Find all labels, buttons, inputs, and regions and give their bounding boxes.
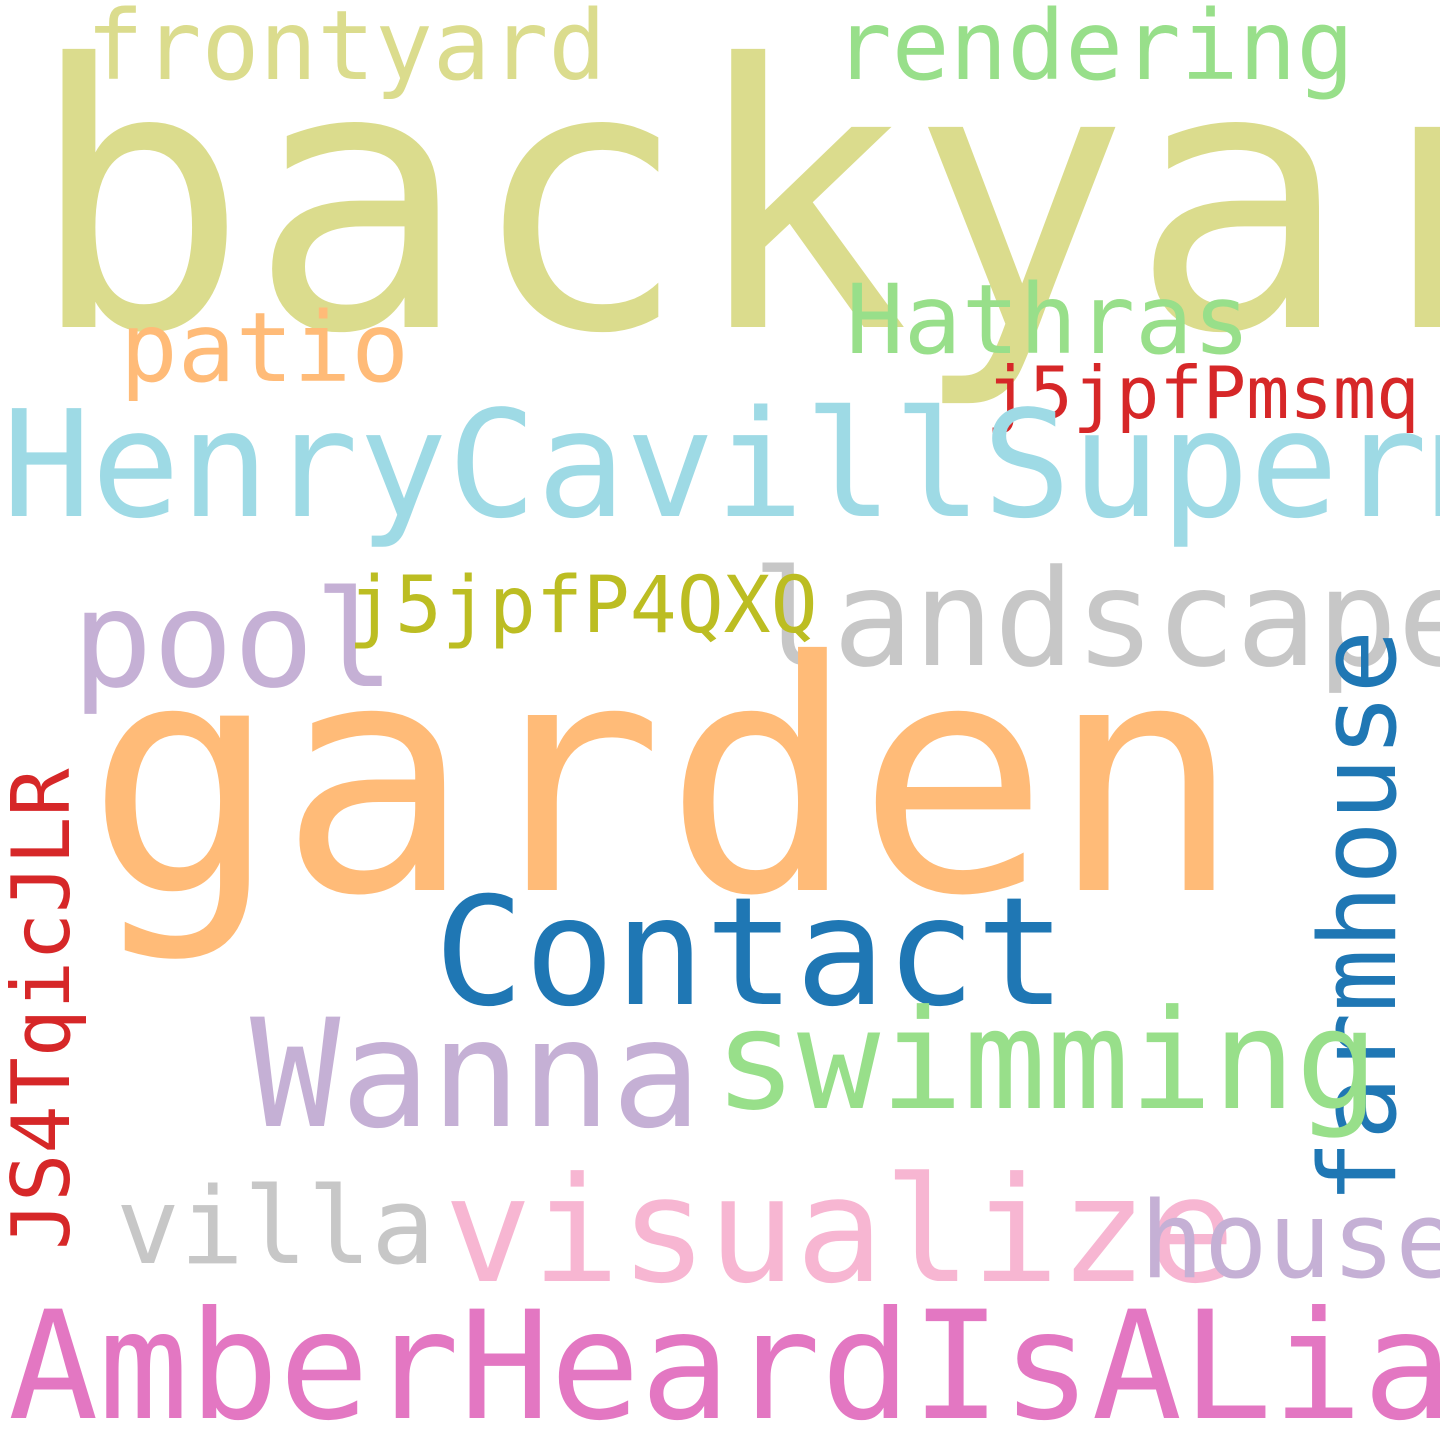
word-visualize: visualize bbox=[444, 1146, 1236, 1316]
word-house: house bbox=[1140, 1179, 1440, 1302]
word-landscape: landscape bbox=[752, 541, 1440, 697]
word-frontyard: frontyard bbox=[86, 0, 607, 102]
word-contact: Contact bbox=[434, 866, 1067, 1040]
word-wanna: Wanna bbox=[250, 988, 702, 1162]
word-swimming: swimming bbox=[714, 980, 1379, 1141]
word-rendering: rendering bbox=[834, 0, 1355, 102]
word-garden: garden bbox=[86, 594, 1242, 966]
word-henrycavillsuperma: HenryCavillSuperma bbox=[2, 379, 1440, 551]
word-hathras: Hathras bbox=[846, 264, 1251, 376]
word-backyard: backyard bbox=[28, 0, 1440, 414]
word-pool: pool bbox=[72, 562, 395, 718]
word-villa: villa bbox=[116, 1165, 436, 1288]
word-js4tqicjlr: JS4TqicJLR bbox=[0, 768, 88, 1250]
word-patio: patio bbox=[120, 292, 409, 404]
word-amberheardisaliar: AmberHeardIsALiar bbox=[8, 1280, 1440, 1440]
word-j5jpfp4qxq: j5jpfP4QXQ bbox=[348, 561, 818, 651]
word-j5jpfpmsmq: j5jpfPmsmq bbox=[986, 351, 1420, 435]
